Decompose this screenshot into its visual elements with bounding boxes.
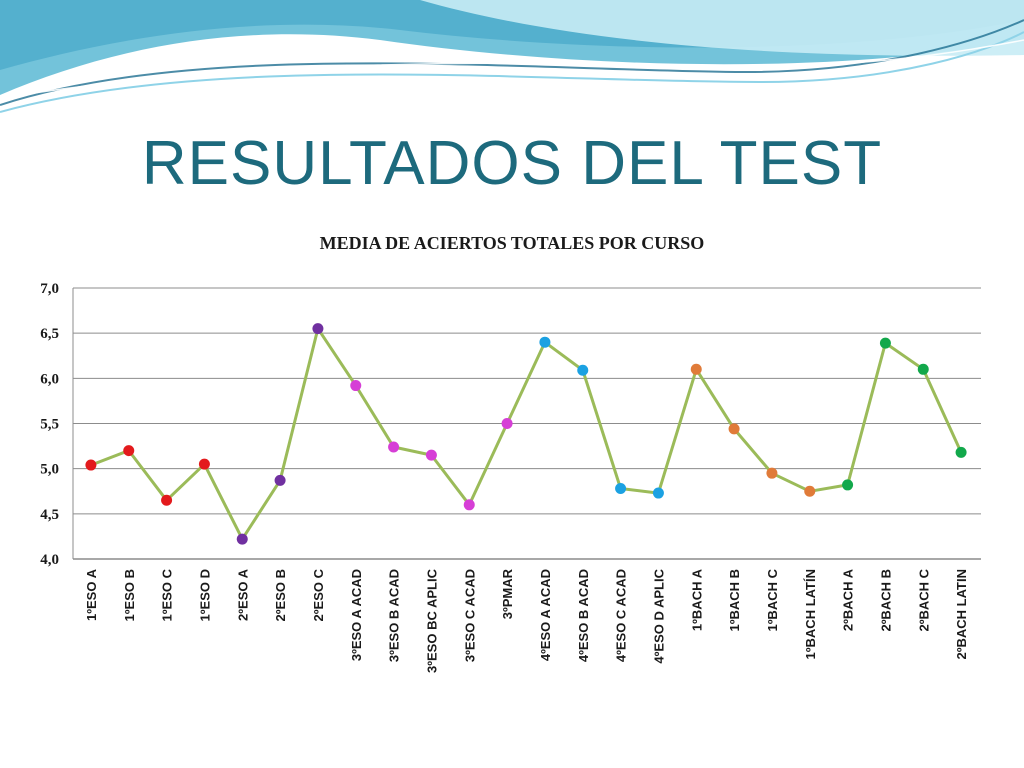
y-tick-label: 5,0	[40, 462, 59, 478]
x-tick-label: 2ºESO B	[273, 569, 288, 621]
x-tick-label: 1ºESO D	[197, 569, 212, 621]
grid	[72, 287, 981, 560]
chart-title: MEDIA DE ACIERTOS TOTALES POR CURSO	[320, 233, 705, 253]
data-point	[577, 364, 589, 376]
data-point	[804, 485, 816, 497]
series-line	[90, 327, 963, 541]
y-tick-label: 6,5	[40, 326, 59, 342]
data-point	[879, 337, 891, 349]
x-tick-label: 4ºESO C ACAD	[614, 569, 629, 662]
data-point	[463, 499, 475, 511]
x-tick-label: 1ºBACH LATÍN	[803, 569, 818, 659]
x-tick-label: 3ºESO A ACAD	[349, 569, 364, 661]
data-point	[615, 483, 627, 495]
y-tick-label: 5,5	[40, 417, 59, 433]
data-point	[236, 533, 248, 545]
x-tick-label: 2ºBACH C	[916, 568, 931, 631]
data-point	[388, 441, 400, 453]
x-tick-label: 2ºESO A	[235, 568, 250, 621]
x-tick-label: 3ºESO C ACAD	[462, 569, 477, 662]
data-point	[312, 323, 324, 335]
y-tick-label: 6,0	[40, 371, 59, 387]
x-axis: 1ºESO A 1ºESO B 1ºESO C 1ºESO D 2ºESO A 2ºESO…	[84, 568, 969, 673]
x-tick-label: 2ºESO C	[311, 568, 326, 621]
data-points	[85, 323, 967, 545]
x-tick-label: 1ºESO A	[84, 568, 99, 621]
data-point	[690, 363, 702, 375]
data-point	[728, 423, 740, 435]
x-tick-label: 1ºBACH B	[727, 569, 742, 632]
data-point	[501, 418, 513, 429]
y-axis: 4,0 4,5 5,0 5,5 6,0 6,5 7,0	[40, 281, 59, 568]
x-tick-label: 4ºESO A ACAD	[538, 569, 553, 661]
decorative-banner	[0, 0, 1024, 113]
data-point	[425, 449, 437, 461]
x-tick-label: 3ºESO B ACAD	[387, 569, 402, 662]
series-line-path	[90, 327, 963, 541]
data-point	[85, 459, 97, 471]
data-point	[652, 487, 664, 499]
x-tick-label: 2ºBACH LATIN	[954, 569, 969, 659]
y-tick-label: 4,0	[40, 552, 59, 568]
x-tick-label: 2ºBACH A	[841, 568, 856, 631]
x-tick-label: 4ºESO B ACAD	[576, 569, 591, 662]
y-tick-label: 4,5	[40, 507, 59, 523]
data-point	[161, 494, 173, 506]
data-point	[539, 336, 551, 348]
data-point	[123, 445, 135, 457]
x-tick-label: 3ºESO BC APLIC	[424, 568, 439, 673]
x-tick-label: 1ºBACH C	[765, 568, 780, 631]
x-tick-label: 3ºPMAR	[500, 568, 515, 619]
data-point	[350, 380, 362, 392]
data-point	[274, 474, 286, 486]
data-point	[842, 479, 854, 491]
x-tick-label: 4ºESO D APLIC	[651, 568, 666, 663]
slide-title: RESULTADOS DEL TEST	[141, 129, 883, 198]
data-point	[917, 363, 929, 375]
x-tick-label: 1ºBACH A	[689, 568, 704, 631]
y-tick-label: 7,0	[40, 281, 59, 297]
data-point	[198, 458, 210, 470]
x-tick-label: 1ºESO C	[160, 568, 175, 621]
x-tick-label: 2ºBACH B	[878, 569, 893, 632]
data-point	[766, 467, 778, 479]
data-point	[955, 446, 967, 458]
x-tick-label: 1ºESO B	[122, 569, 137, 621]
